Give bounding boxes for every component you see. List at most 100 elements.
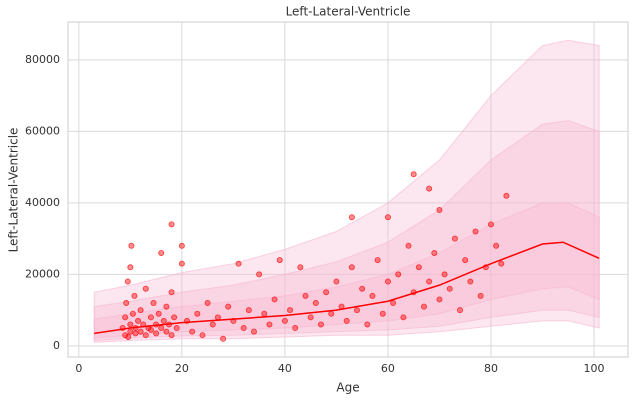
data-point [214, 314, 221, 321]
data-point [125, 333, 132, 340]
data-point [127, 321, 134, 328]
data-point [128, 242, 135, 249]
data-point [132, 330, 139, 337]
data-point [163, 328, 170, 335]
data-point [163, 303, 170, 310]
data-point [209, 321, 216, 328]
data-point [426, 278, 433, 285]
data-point [431, 249, 438, 256]
data-point [235, 260, 242, 267]
data-point [276, 257, 283, 264]
data-point [472, 228, 479, 235]
data-point [147, 326, 154, 333]
data-point [297, 264, 304, 271]
data-point [328, 310, 335, 317]
centile-band [93, 120, 600, 342]
data-point [158, 325, 165, 332]
data-point [225, 303, 232, 310]
chart-title: Left-Lateral-Ventricle [286, 5, 411, 19]
data-point [477, 292, 484, 299]
data-point [302, 292, 309, 299]
data-point [348, 214, 355, 221]
x-tick-label: 60 [381, 362, 395, 375]
y-axis-label: Left-Lateral-Ventricle [7, 128, 21, 253]
y-tick-label: 60000 [25, 124, 60, 137]
data-point [384, 214, 391, 221]
data-point [137, 307, 144, 314]
data-point [178, 260, 185, 267]
data-point [122, 332, 129, 339]
x-tick-label: 80 [484, 362, 498, 375]
data-point [256, 271, 263, 278]
y-tick-label: 20000 [25, 267, 60, 280]
x-tick-label: 0 [75, 362, 82, 375]
data-point [343, 317, 350, 324]
data-point [307, 314, 314, 321]
data-point [446, 285, 453, 292]
data-point [369, 292, 376, 299]
data-point [135, 317, 142, 324]
data-point [348, 264, 355, 271]
plot-frame [67, 21, 629, 358]
data-point [462, 257, 469, 264]
data-point [271, 296, 278, 303]
data-point [137, 328, 144, 335]
data-point [131, 292, 138, 299]
data-point [281, 317, 288, 324]
data-point [168, 289, 175, 296]
data-point [142, 285, 149, 292]
data-point [173, 325, 180, 332]
data-point [160, 317, 167, 324]
data-point [250, 328, 257, 335]
median-line [94, 241, 600, 335]
data-point [364, 321, 371, 328]
data-point [400, 314, 407, 321]
data-point [153, 330, 160, 337]
data-point [150, 300, 157, 307]
data-point [333, 278, 340, 285]
x-tick-label: 40 [278, 362, 292, 375]
y-tick-label: 40000 [25, 196, 60, 209]
y-tick-label: 80000 [25, 53, 60, 66]
data-point [410, 171, 417, 178]
data-point [261, 310, 268, 317]
data-point [379, 310, 386, 317]
data-point [451, 235, 458, 242]
data-point [171, 314, 178, 321]
data-point [390, 300, 397, 307]
data-point [122, 314, 129, 321]
data-point [426, 185, 433, 192]
data-point [168, 221, 175, 228]
data-point [123, 300, 130, 307]
data-point [395, 271, 402, 278]
data-point [129, 310, 136, 317]
data-point [292, 325, 299, 332]
x-tick-label: 100 [583, 362, 604, 375]
data-point [204, 300, 211, 307]
data-point [436, 296, 443, 303]
y-tick-label: 0 [53, 339, 60, 352]
data-point [359, 285, 366, 292]
data-point [487, 221, 494, 228]
x-axis-label: Age [336, 381, 359, 395]
data-point [124, 278, 131, 285]
data-point [194, 310, 201, 317]
data-point [420, 303, 427, 310]
data-point [493, 242, 500, 249]
data-point [199, 332, 206, 339]
data-point [415, 264, 422, 271]
data-point [240, 325, 247, 332]
data-point [245, 307, 252, 314]
data-point [405, 242, 412, 249]
x-tick-label: 20 [175, 362, 189, 375]
data-point [441, 271, 448, 278]
data-point [220, 335, 227, 342]
data-point [287, 307, 294, 314]
data-point [498, 260, 505, 267]
data-point [178, 242, 185, 249]
data-point [127, 328, 134, 335]
data-point [323, 289, 330, 296]
data-point [354, 307, 361, 314]
data-point [189, 328, 196, 335]
